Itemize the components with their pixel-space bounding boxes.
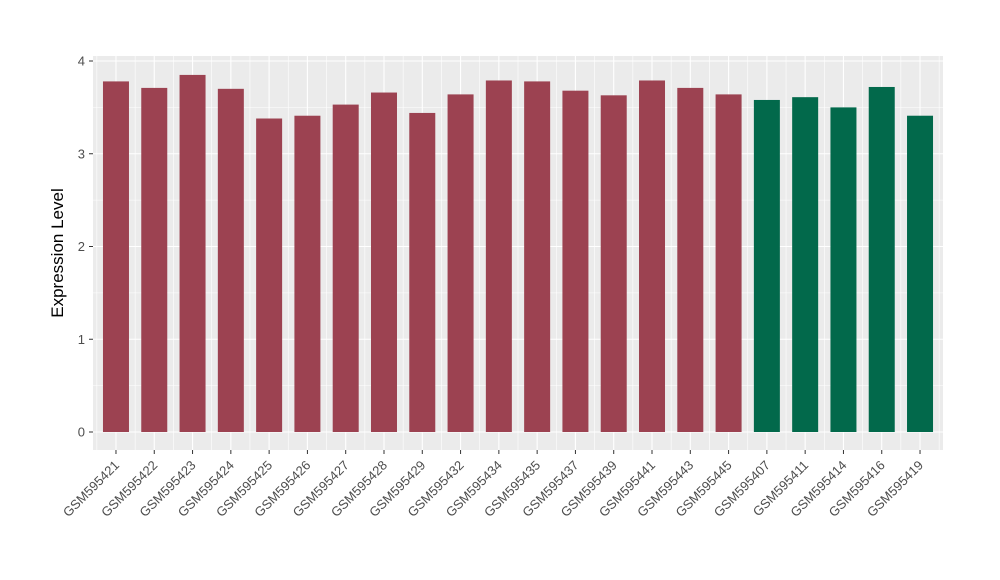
bar-GSM595411 bbox=[792, 97, 819, 433]
bar-GSM595427 bbox=[332, 104, 359, 432]
y-tick-label: 1 bbox=[78, 332, 85, 347]
bar-GSM595425 bbox=[256, 118, 283, 432]
bar-GSM595434 bbox=[485, 80, 512, 432]
bar-GSM595424 bbox=[217, 88, 244, 432]
bar-GSM595423 bbox=[179, 74, 206, 432]
y-axis-title: Expression Level bbox=[48, 188, 67, 317]
bar-GSM595407 bbox=[753, 99, 780, 432]
bar-GSM595422 bbox=[141, 87, 168, 433]
y-tick-label: 3 bbox=[78, 146, 85, 161]
bar-GSM595443 bbox=[677, 87, 704, 433]
y-tick-label: 2 bbox=[78, 239, 85, 254]
bar-GSM595428 bbox=[370, 92, 397, 432]
bar-GSM595429 bbox=[409, 112, 436, 432]
bar-GSM595441 bbox=[639, 80, 666, 432]
bar-GSM595445 bbox=[715, 94, 742, 432]
y-tick-label: 0 bbox=[78, 425, 85, 440]
bar-GSM595439 bbox=[600, 95, 627, 432]
bar-GSM595426 bbox=[294, 115, 321, 432]
bar-GSM595414 bbox=[830, 107, 857, 432]
bar-GSM595416 bbox=[868, 86, 895, 432]
bar-GSM595419 bbox=[907, 115, 934, 432]
bar-GSM595432 bbox=[447, 94, 474, 432]
bar-GSM595437 bbox=[562, 90, 589, 433]
bar-GSM595421 bbox=[102, 81, 129, 432]
bar-GSM595435 bbox=[524, 81, 551, 432]
y-tick-label: 4 bbox=[78, 54, 85, 69]
